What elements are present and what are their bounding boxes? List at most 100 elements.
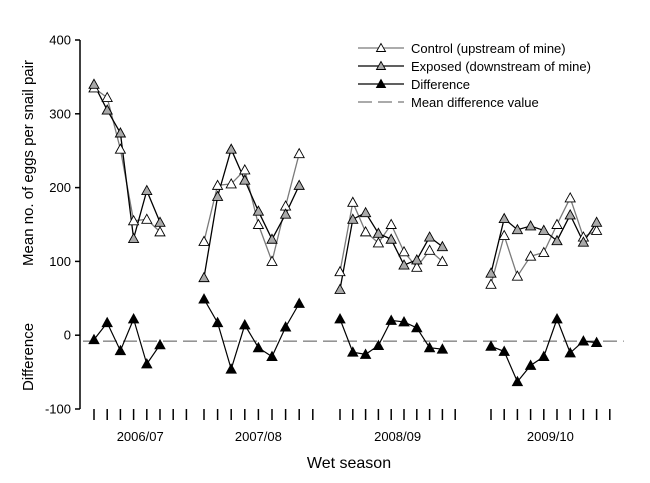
difference-point: [359, 348, 372, 359]
exposed-point: [564, 208, 576, 220]
difference-point: [411, 321, 423, 333]
difference-point: [347, 346, 359, 357]
difference-point: [266, 350, 278, 362]
x-axis-title: Wet season: [307, 455, 391, 472]
y-axis-title-top: Mean no. of eggs per snail pair: [20, 60, 37, 266]
difference-line-season-2: [203, 298, 300, 372]
legend-marker-exposed: [375, 60, 387, 70]
y-tick-label: 100: [49, 254, 71, 269]
exposed-point: [293, 179, 305, 190]
control-point: [564, 192, 576, 203]
series-layer: [88, 78, 603, 387]
exposed-point: [101, 104, 113, 115]
control-point: [538, 246, 550, 257]
difference-point: [127, 313, 140, 324]
season-label: 2007/08: [235, 429, 282, 444]
control-point: [225, 177, 237, 189]
control-point: [436, 255, 449, 266]
y-tick-label: -100: [45, 402, 71, 417]
exposed-point: [485, 267, 497, 278]
difference-point: [154, 338, 166, 350]
exposed-point: [538, 224, 550, 235]
difference-point: [141, 358, 153, 369]
legend-entry-control: Control (upstream of mine): [358, 41, 566, 56]
legend-entry-exposed: Exposed (downstream of mine): [358, 59, 591, 74]
difference-point: [252, 341, 265, 353]
legend-marker-control: [375, 42, 387, 52]
exposed-point: [436, 240, 449, 252]
difference-point: [211, 316, 224, 328]
exposed-point: [252, 205, 265, 216]
y-tick-label: 0: [64, 328, 71, 343]
difference-point: [88, 333, 100, 345]
exposed-point: [239, 174, 251, 185]
difference-point: [239, 318, 251, 330]
exposed-point: [88, 78, 100, 89]
control-point: [293, 147, 305, 159]
legend-label-exposed: Exposed (downstream of mine): [411, 59, 591, 74]
control-point: [524, 250, 537, 261]
control-point: [398, 245, 410, 257]
difference-point: [511, 375, 524, 387]
season-label: 2009/10: [527, 429, 574, 444]
control-point: [101, 91, 113, 103]
difference-point: [114, 344, 127, 356]
exposed-point: [359, 206, 372, 218]
legend: Control (upstream of mine) Exposed (down…: [358, 41, 591, 110]
control-point: [551, 218, 563, 229]
exposed-point: [347, 213, 359, 224]
difference-point: [498, 345, 510, 356]
exposed-point: [590, 216, 603, 227]
exposed-point: [577, 236, 590, 247]
y-axis-title-bottom: Difference: [20, 323, 37, 391]
exposed-point: [423, 231, 436, 242]
control-point: [211, 179, 224, 190]
exposed-point: [114, 127, 127, 138]
exposed-point: [198, 271, 210, 283]
exposed-point: [279, 208, 292, 219]
exposed-point: [551, 234, 563, 246]
season-label: 2008/09: [374, 429, 421, 444]
control-point: [198, 235, 210, 246]
axes: -100 0 100 200 300 400 2006/07 2007/08 2008/09 20…: [45, 33, 611, 444]
legend-label-difference: Difference: [411, 77, 470, 92]
difference-point: [372, 339, 385, 350]
legend-label-mean: Mean difference value: [411, 95, 539, 110]
exposed-point: [385, 233, 397, 244]
control-point: [372, 237, 385, 248]
exposed-point: [372, 227, 385, 238]
difference-point: [198, 293, 210, 304]
control-point: [498, 229, 510, 241]
difference-point: [385, 314, 397, 325]
control-point: [385, 218, 397, 229]
y-tick-label: 300: [49, 106, 71, 121]
difference-point: [279, 321, 292, 332]
difference-point: [293, 297, 305, 308]
control-line-season-1: [93, 87, 161, 233]
control-point: [266, 255, 278, 266]
difference-point: [101, 316, 113, 328]
difference-point: [564, 346, 576, 358]
control-point: [239, 163, 251, 175]
difference-point: [485, 340, 497, 351]
control-point: [127, 214, 140, 226]
control-point: [423, 244, 436, 255]
exposed-point: [411, 253, 423, 265]
control-point: [252, 218, 265, 229]
exposed-point: [211, 190, 224, 201]
legend-label-control: Control (upstream of mine): [411, 41, 566, 56]
y-tick-label: 200: [49, 180, 71, 195]
y-tick-label: 400: [49, 33, 71, 48]
exposed-point: [398, 259, 410, 270]
difference-point: [436, 343, 449, 354]
legend-entry-mean: Mean difference value: [358, 95, 539, 110]
difference-point: [524, 359, 537, 370]
exposed-point: [511, 223, 524, 235]
exposed-point: [154, 216, 166, 227]
control-point: [485, 278, 497, 289]
difference-point: [538, 350, 550, 362]
control-point: [511, 270, 524, 281]
difference-point: [590, 336, 603, 348]
difference-point: [423, 341, 436, 353]
